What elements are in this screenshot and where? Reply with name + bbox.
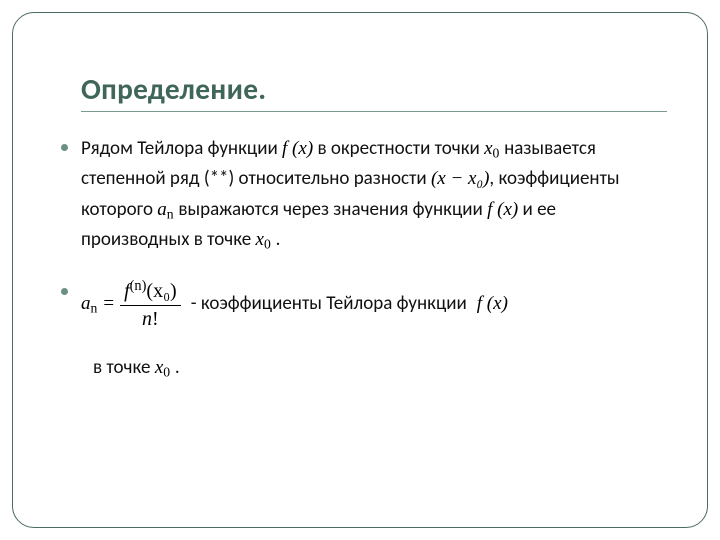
sub-0: 0 (493, 145, 500, 160)
sub-n: n (91, 300, 98, 315)
arg-x0: (x₀) (146, 280, 176, 302)
bullet-item-2: an = f(n)(x₀) n! - коэффициенты Тейлора … (81, 278, 659, 331)
math-x0: x0 (155, 357, 175, 378)
numerator: f(n)(x₀) (120, 278, 181, 303)
slide-frame: Определение. Рядом Тейлора функции f (x)… (12, 12, 708, 528)
var-n: n (142, 308, 152, 330)
math-f-of-x: f (x) (282, 138, 313, 159)
math-f-of-x: f (x) (477, 289, 508, 319)
var-x: x (484, 138, 492, 159)
slide-stage: Определение. Рядом Тейлора функции f (x)… (0, 0, 720, 540)
math-f-of-x: f (x) (487, 199, 518, 220)
sup-n: (n) (130, 278, 147, 294)
text: . (175, 356, 180, 379)
var-x: x (256, 229, 264, 250)
heading-block: Определение. (53, 71, 667, 112)
eq-sign: = (103, 289, 114, 319)
denominator: n! (138, 308, 163, 331)
sub-0: 0 (163, 364, 170, 379)
body-list: Рядом Тейлора функции f (x) в окрестност… (53, 134, 667, 383)
var-a: a (157, 199, 167, 220)
math-an: an (157, 199, 178, 220)
text: . (276, 228, 281, 251)
sub-0: 0 (264, 237, 271, 252)
continuation-line: в точке x0 . (81, 353, 659, 383)
var-x: x (155, 357, 163, 378)
lhs-an: an (81, 289, 97, 319)
text: Рядом Тейлора функции (81, 137, 282, 160)
math-x-minus-x0: (x − x₀) (431, 168, 489, 189)
bullet-item-1: Рядом Тейлора функции f (x) в окрестност… (81, 134, 659, 256)
var-a: a (81, 293, 91, 314)
taylor-coeff-formula: an = f(n)(x₀) n! (81, 278, 181, 331)
text: выражаются через значения функции (178, 198, 487, 221)
slide-title: Определение. (81, 71, 266, 107)
sub-n: n (167, 206, 174, 221)
text: в точке (93, 356, 155, 379)
text: в окрестности точки (317, 137, 484, 160)
title-underline (81, 111, 667, 112)
factorial: ! (152, 308, 159, 330)
fraction: f(n)(x₀) n! (120, 278, 181, 331)
math-x0: x0 (256, 229, 276, 250)
math-x0: x0 (484, 138, 504, 159)
fraction-bar (120, 305, 181, 306)
text: - коэффициенты Тейлора функции (191, 289, 467, 319)
